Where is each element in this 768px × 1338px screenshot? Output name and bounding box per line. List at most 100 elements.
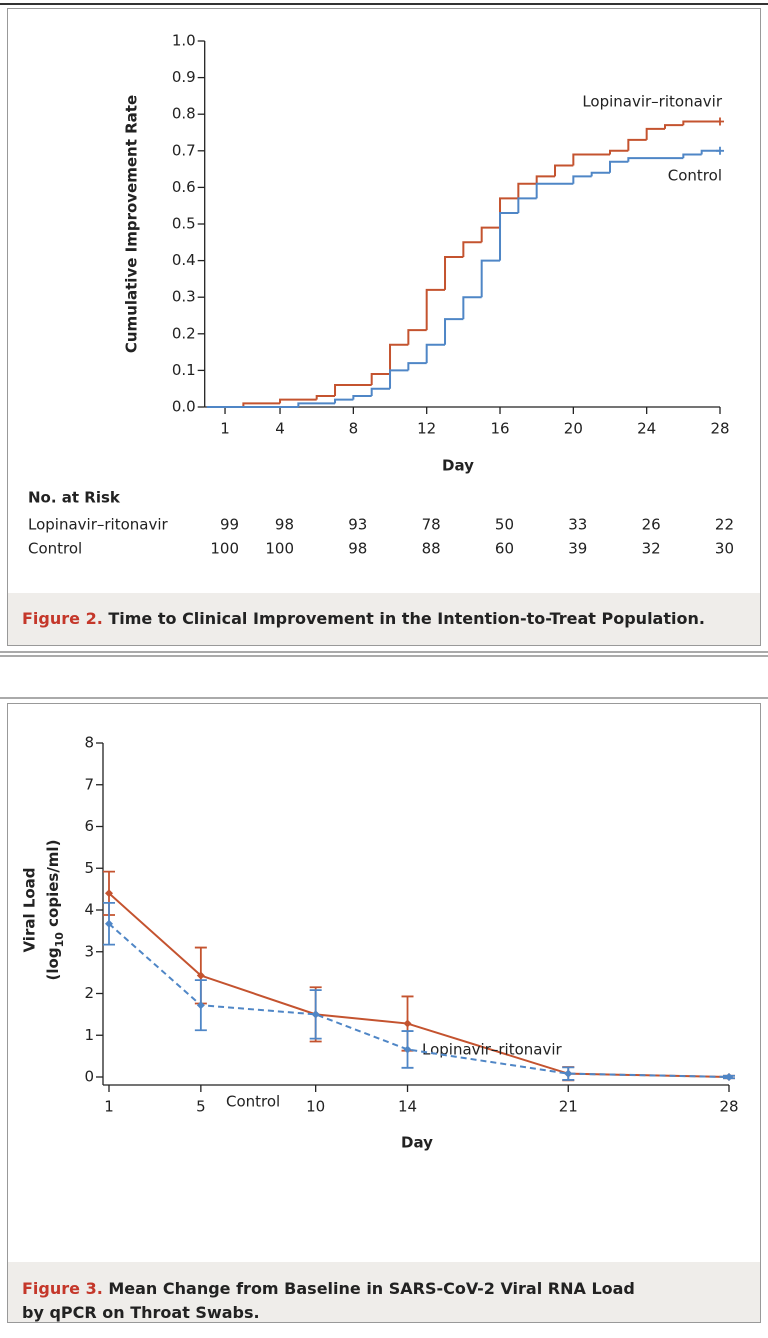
x-tick-label: 28 (710, 420, 729, 438)
step (407, 362, 427, 371)
caption: Figure 3. Mean Change from Baseline in S… (22, 1279, 635, 1298)
caption-band (8, 1262, 760, 1322)
risk-value: 33 (568, 516, 587, 534)
marker (196, 971, 205, 980)
y-tick-label: 4 (84, 901, 94, 919)
step (370, 387, 391, 397)
marker (725, 1073, 733, 1081)
x-tick-label: 8 (349, 420, 359, 438)
y-axis-label-part: (log (44, 947, 62, 980)
x-tick-label: 4 (275, 420, 285, 438)
line (108, 923, 730, 1078)
step (242, 402, 281, 407)
step (517, 197, 537, 214)
y-tick-label: 0.1 (172, 361, 196, 379)
risk-value: 26 (642, 516, 661, 534)
step (700, 149, 720, 155)
x-tick-label: 12 (417, 420, 436, 438)
y-tick-label: 0.0 (172, 398, 196, 416)
step (517, 182, 537, 199)
x-tick-label: 1 (220, 420, 230, 438)
x-axis-label: Day (401, 1134, 433, 1152)
caption-label: Figure 3. (22, 1279, 103, 1298)
figure-frame (7, 8, 761, 646)
caption-band (8, 593, 760, 645)
caption-text: Time to Clinical Improvement in the Inte… (108, 609, 705, 628)
y-axis-label-part: 10 (53, 932, 66, 948)
y-tick-label: 0.8 (172, 105, 196, 123)
step (334, 384, 372, 397)
marker (105, 889, 113, 898)
x-axis-label: Day (442, 457, 474, 475)
risk-value: 99 (220, 516, 239, 534)
marker (403, 1045, 412, 1054)
y-tick-label: 7 (84, 775, 94, 793)
y-axis-label-part: copies/ml) (44, 840, 62, 933)
risk-value: 30 (715, 540, 734, 558)
step (590, 171, 611, 177)
y-axis-label: Viral Load (21, 867, 39, 952)
step (462, 296, 482, 320)
x-tick-label: 16 (490, 420, 509, 438)
step (480, 259, 501, 298)
step (444, 255, 464, 290)
y-tick-label: 0 (84, 1068, 94, 1086)
risk-row-label: Lopinavir–ritonavir (28, 516, 169, 534)
series-label: Control (668, 167, 722, 185)
step (389, 343, 409, 375)
step (554, 164, 574, 177)
y-tick-label: 1 (84, 1026, 94, 1044)
caption-text: Mean Change from Baseline in SARS-CoV-2 … (108, 1279, 635, 1298)
y-axis-label: (log10 copies/ml) (44, 840, 66, 981)
x-tick-label: 10 (306, 1098, 325, 1116)
marker (403, 1019, 412, 1028)
caption: Figure 2. Time to Clinical Improvement i… (22, 609, 705, 628)
y-tick-label: 8 (84, 734, 94, 752)
y-tick-label: 0.4 (172, 251, 196, 269)
step (499, 212, 519, 261)
step (315, 395, 336, 400)
risk-row-label: Control (28, 540, 82, 558)
step (664, 124, 684, 129)
x-tick-label: 21 (559, 1098, 578, 1116)
step (389, 369, 409, 389)
step (627, 138, 647, 151)
series-label: Lopinavir–ritonavir (422, 1041, 563, 1059)
step (370, 373, 391, 386)
y-tick-label: 0.3 (172, 288, 196, 306)
y-tick-label: 0.5 (172, 215, 196, 233)
risk-value: 100 (265, 540, 294, 558)
risk-value: 39 (568, 540, 587, 558)
marker (564, 1069, 573, 1078)
step (535, 182, 574, 199)
step (682, 153, 702, 159)
x-tick-label: 5 (196, 1098, 206, 1116)
risk-value: 88 (422, 540, 441, 558)
step (535, 175, 556, 184)
y-tick-label: 0.2 (172, 324, 196, 342)
caption-text: by qPCR on Throat Swabs. (22, 1303, 260, 1322)
risk-value: 100 (210, 540, 239, 558)
censor-mark (716, 146, 724, 155)
risk-value: 32 (642, 540, 661, 558)
x-tick-label: 1 (104, 1098, 114, 1116)
y-tick-label: 0.9 (172, 68, 196, 86)
figure-frame (7, 703, 761, 1323)
step (627, 157, 684, 162)
step (334, 398, 354, 404)
step (279, 398, 317, 404)
step (444, 318, 464, 345)
step (407, 329, 427, 345)
step (297, 402, 336, 407)
step (425, 288, 446, 331)
step (609, 149, 629, 155)
step (425, 343, 446, 364)
risk-value: 78 (422, 516, 441, 534)
risk-value: 93 (348, 516, 367, 534)
risk-value: 60 (495, 540, 514, 558)
risk-value: 98 (275, 516, 294, 534)
marker (196, 1001, 205, 1010)
y-tick-label: 6 (84, 817, 94, 835)
x-tick-label: 24 (637, 420, 656, 438)
step (572, 153, 611, 166)
